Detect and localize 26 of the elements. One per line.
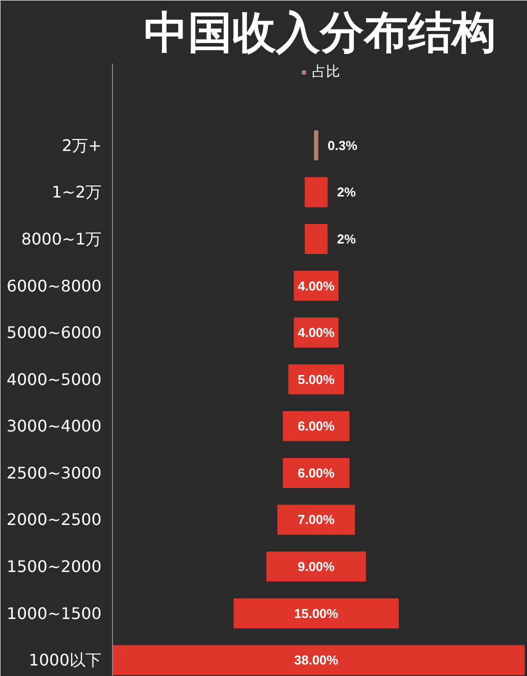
data-label: 2% xyxy=(336,184,356,200)
category-label: 2500~3000 xyxy=(6,463,102,482)
data-label: 15.00% xyxy=(294,606,339,621)
data-label: 7.00% xyxy=(298,512,336,528)
data-label: 2% xyxy=(336,231,356,246)
category-label: 1~2万 xyxy=(52,182,102,202)
text: 占比 xyxy=(312,63,340,81)
data-label: 4.00% xyxy=(298,325,336,340)
category-label: 4000~5000 xyxy=(6,370,102,389)
category-label: 2000~2500 xyxy=(6,510,102,530)
category-label: 8000~1万 xyxy=(21,229,102,248)
data-label: 6.00% xyxy=(298,418,336,434)
category-label: 3000~4000 xyxy=(6,416,102,436)
data-label: 5.00% xyxy=(298,372,336,387)
data-label: 6.00% xyxy=(298,465,336,480)
data-label: 0.3% xyxy=(328,138,358,153)
category-label: 1000以下 xyxy=(28,650,102,670)
category-label: 1000~1500 xyxy=(6,604,102,623)
data-label: 9.00% xyxy=(298,559,336,574)
category-label: 2万+ xyxy=(62,136,102,155)
text: 中国收入分布结构 xyxy=(144,8,496,58)
category-label: 5000~6000 xyxy=(6,323,102,342)
data-label: 38.00% xyxy=(294,652,339,668)
data-label: 4.00% xyxy=(298,278,336,294)
category-label: 6000~8000 xyxy=(6,276,102,296)
category-label: 1500~2000 xyxy=(6,557,102,576)
